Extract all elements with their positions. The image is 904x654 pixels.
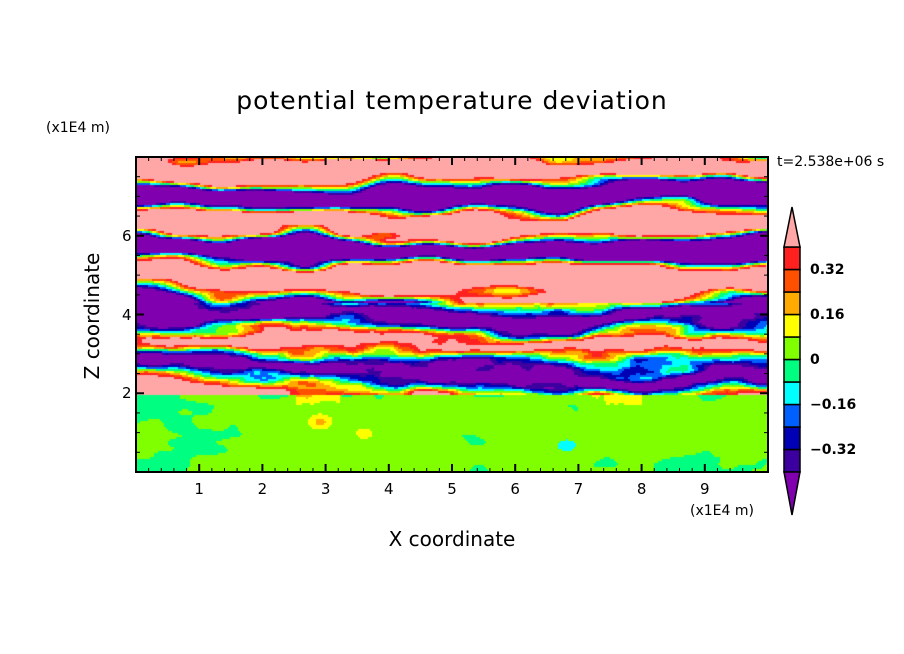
colorbar-box xyxy=(783,381,801,406)
colorbar-top-triangle xyxy=(783,206,801,248)
colorbar-label: 0.32 xyxy=(810,261,845,278)
x-tick-label: 5 xyxy=(447,480,457,498)
colorbar-label: 0 xyxy=(810,351,820,368)
colorbar-box xyxy=(783,246,801,271)
y-tick-label: 2 xyxy=(122,384,132,403)
colorbar-label: −0.32 xyxy=(810,441,857,458)
colorbar-box xyxy=(783,448,801,473)
colorbar-box xyxy=(783,313,801,338)
colorbar-box xyxy=(783,291,801,316)
colorbar-box xyxy=(783,403,801,428)
x-tick-label: 4 xyxy=(384,480,394,498)
colorbar-box xyxy=(783,268,801,293)
colorbar-box xyxy=(783,336,801,361)
colorbar-box xyxy=(783,426,801,451)
plot-frame xyxy=(135,156,769,473)
x-axis-unit: (x1E4 m) xyxy=(690,503,754,519)
y-axis-unit: (x1E4 m) xyxy=(46,120,110,136)
y-tick-label: 4 xyxy=(122,305,132,324)
x-tick-label: 2 xyxy=(257,480,268,498)
colorbar-bottom-triangle xyxy=(783,471,801,516)
x-tick-label: 3 xyxy=(320,480,331,498)
x-tick-label: 8 xyxy=(636,480,647,498)
contour-field xyxy=(136,157,768,472)
colorbar-label: −0.16 xyxy=(810,396,857,413)
x-axis-label: X coordinate xyxy=(388,527,516,551)
colorbar-label: 0.16 xyxy=(810,306,845,323)
colorbar-box xyxy=(783,358,801,383)
x-tick-label: 7 xyxy=(573,480,584,498)
time-label: t=2.538e+06 s xyxy=(777,154,885,170)
chart-title: potential temperature deviation xyxy=(236,86,668,115)
y-tick-label: 6 xyxy=(122,226,132,245)
x-tick-label: 9 xyxy=(700,480,710,498)
x-tick-label: 6 xyxy=(510,480,520,498)
x-tick-label: 1 xyxy=(194,480,204,498)
